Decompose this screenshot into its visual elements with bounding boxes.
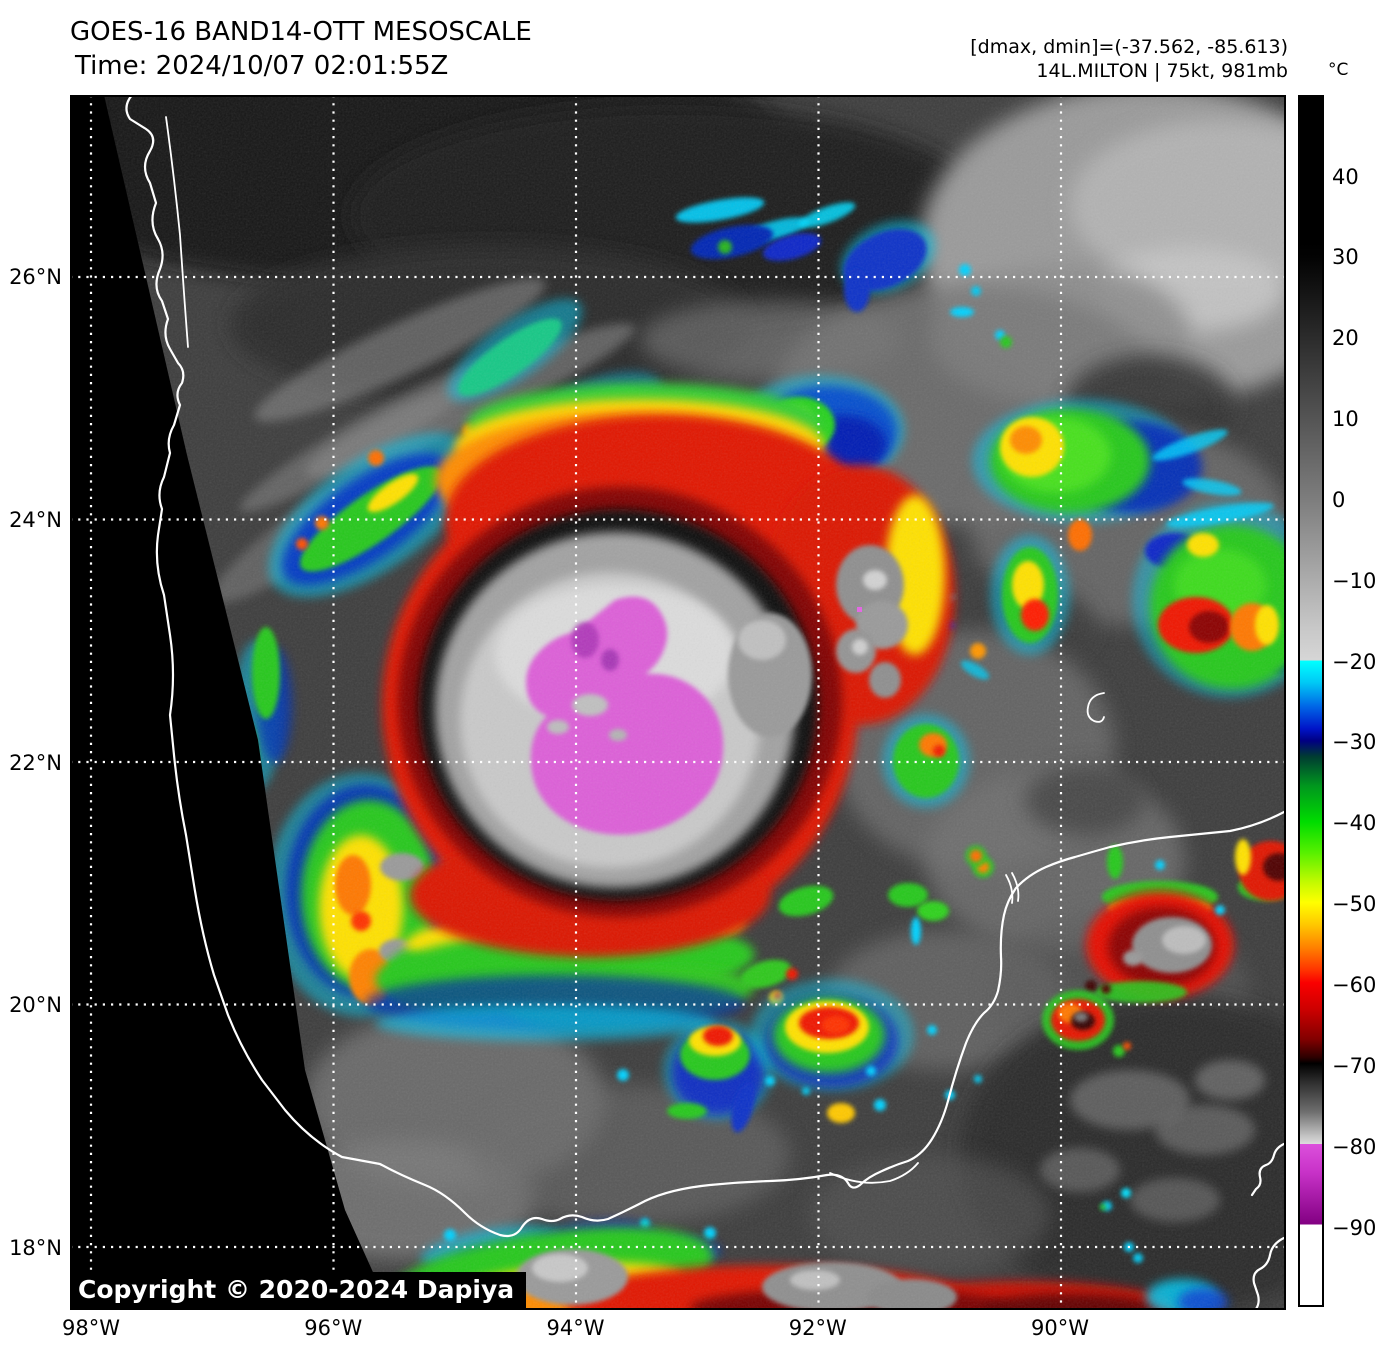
lon-tick-label: 94°W xyxy=(546,1316,605,1340)
dmax-dmin-annotation: [dmax, dmin]=(-37.562, -85.613) xyxy=(970,36,1288,58)
coastlines xyxy=(125,95,1286,1310)
lat-tick-label: 24°N xyxy=(9,507,62,532)
page-title: GOES-16 BAND14-OTT MESOSCALE xyxy=(70,17,532,47)
lon-tick-label: 98°W xyxy=(62,1316,120,1340)
colorbar-tick-label: 40 xyxy=(1332,164,1359,189)
alacranes-reef xyxy=(1086,692,1105,723)
cuba-west-coast-1 xyxy=(1250,1141,1286,1197)
no-data-wedge xyxy=(70,95,390,1310)
colorbar-tick-label: −40 xyxy=(1332,811,1377,836)
lon-tick-label: 92°W xyxy=(788,1316,847,1340)
mexico-east-coast xyxy=(125,95,1286,1238)
copyright-watermark: Copyright © 2020-2024 Dapiya xyxy=(70,1272,527,1310)
graticule xyxy=(70,95,1286,1310)
satellite-imagery xyxy=(70,95,1286,1310)
colorbar-unit-label: °C xyxy=(1328,60,1349,80)
lat-tick-label: 18°N xyxy=(9,1236,62,1260)
temperature-colorbar xyxy=(1298,95,1324,1307)
timestamp: Time: 2024/10/07 02:01:55Z xyxy=(75,51,449,81)
colorbar-tick-label: 20 xyxy=(1332,326,1359,351)
lat-tick-label: 22°N xyxy=(9,750,62,775)
colorbar-tick-label: 30 xyxy=(1332,245,1359,270)
storm-info-annotation: 14L.MILTON | 75kt, 981mb xyxy=(1036,60,1288,82)
colorbar-tick-label: −80 xyxy=(1332,1134,1377,1159)
colorbar-tick-label: −50 xyxy=(1332,892,1377,917)
colorbar-tick-label: 10 xyxy=(1332,407,1359,432)
colorbar-tick-label: −20 xyxy=(1332,649,1377,674)
rio-lagartos-lagoon xyxy=(1005,872,1020,904)
colorbar-tick-label: −70 xyxy=(1332,1053,1377,1078)
colorbar-tick-label: 0 xyxy=(1332,487,1346,512)
lon-tick-label: 90°W xyxy=(1031,1316,1089,1340)
lon-tick-label: 96°W xyxy=(304,1316,363,1340)
barrier-island xyxy=(165,116,189,348)
cuba-west-coast-2 xyxy=(1252,1235,1286,1310)
lat-tick-label: 26°N xyxy=(9,265,62,289)
colorbar-tick-label: −10 xyxy=(1332,568,1377,593)
terminos-lagoon xyxy=(829,1162,919,1184)
colorbar-tick-label: −60 xyxy=(1332,973,1377,997)
colorbar-tick-label: −90 xyxy=(1332,1215,1377,1240)
lat-tick-label: 20°N xyxy=(9,993,62,1018)
colorbar-tick-label: −30 xyxy=(1332,730,1377,755)
satellite-map: Copyright © 2020-2024 Dapiya xyxy=(70,95,1286,1310)
map-border xyxy=(70,95,1286,1310)
